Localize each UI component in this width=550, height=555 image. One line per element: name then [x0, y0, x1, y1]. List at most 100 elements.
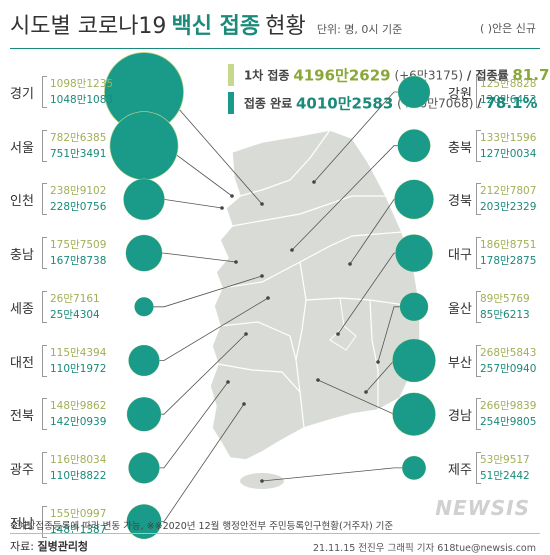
- region-right-2: 경북 212만7807 203만2329: [390, 181, 540, 217]
- region-complete: 254만9805: [480, 416, 537, 429]
- bubble-complete: [125, 235, 163, 272]
- mainland-shape: [209, 129, 421, 461]
- region-first-dose: 155만0997: [50, 507, 107, 520]
- region-first-dose: 116만8034: [50, 453, 107, 466]
- leader-dot: [266, 296, 270, 300]
- region-bracket: [42, 505, 47, 538]
- leader-dot: [220, 206, 224, 210]
- region-complete: 142만0939: [50, 416, 107, 429]
- leader-dot: [234, 260, 238, 264]
- title-tail: 현황: [265, 14, 306, 39]
- region-first-dose: 186만8751: [480, 239, 537, 252]
- region-right-3: 대구 186만8751 178만2875: [390, 235, 540, 271]
- bubble-complete: [394, 179, 434, 219]
- region-first-dose: 175만7509: [50, 239, 107, 252]
- region-bracket: [476, 237, 481, 270]
- region-first-dose: 268만5843: [480, 346, 537, 359]
- bubbles: [104, 52, 436, 540]
- region-complete: 1048만1083: [50, 94, 114, 106]
- region-left-8: 전남 155만0997 148만1387: [10, 504, 160, 540]
- new-note: ( )안은 신규: [479, 22, 536, 35]
- region-name: 부산: [448, 355, 472, 371]
- first-dose-swatch: [228, 64, 234, 86]
- region-first-dose: 115만4394: [50, 346, 107, 359]
- source-name: 질병관리청: [37, 540, 89, 553]
- region-first-dose: 782만6385: [50, 131, 107, 144]
- region-left-3: 충남 175만7509 167만8738: [10, 235, 160, 271]
- bubble-complete: [127, 397, 161, 432]
- region-left-0: 경기 1098만1235 1048만1083: [10, 74, 160, 110]
- region-right-1: 충북 133만1596 127만0034: [390, 128, 540, 164]
- title-main: 시도별 코로나19: [10, 14, 167, 39]
- complete-label: 접종 완료: [243, 96, 293, 111]
- region-complete: 51만2442: [480, 469, 530, 482]
- leader-dot: [336, 332, 340, 336]
- title: 시도별 코로나19 백신 접종 현황 단위: 명, 0시 기준: [10, 8, 402, 48]
- bubble-complete: [392, 339, 436, 382]
- bubble-complete: [395, 234, 433, 272]
- bubble-complete: [402, 456, 426, 480]
- region-name: 울산: [448, 301, 472, 317]
- region-first-dose: 266만9839: [480, 400, 537, 413]
- title-divider: [10, 48, 540, 49]
- region-bracket: [42, 129, 47, 162]
- bubble-complete: [104, 52, 184, 132]
- region-right-4: 울산 89만5769 85만6213: [390, 289, 540, 325]
- region-bracket: [476, 183, 481, 216]
- region-name: 충남: [10, 248, 34, 264]
- complete-swatch: [228, 92, 234, 114]
- bottom-divider: [10, 533, 540, 534]
- region-name: 대구: [448, 248, 472, 264]
- bubble-complete: [128, 452, 160, 484]
- bubble-complete: [134, 297, 154, 317]
- region-first-dose: 148만9862: [50, 400, 107, 413]
- region-complete: 228만0756: [50, 201, 107, 214]
- leader-dot: [290, 248, 294, 252]
- region-name: 광주: [10, 462, 34, 478]
- region-bracket: [476, 451, 481, 484]
- region-complete: 25만4304: [50, 308, 100, 321]
- region-bracket: [476, 290, 481, 323]
- bubble-complete: [398, 76, 430, 108]
- region-complete: 120만6453: [480, 94, 537, 106]
- complete-rate-label: /: [477, 96, 482, 110]
- region-complete: 85만6213: [480, 308, 530, 321]
- complete-rate: 78.1%: [485, 94, 538, 112]
- region-complete: 127만0034: [480, 147, 537, 160]
- source-label: 자료:: [10, 540, 34, 553]
- region-bracket: [42, 344, 47, 377]
- region-name: 경북: [448, 194, 472, 210]
- leader-dot: [316, 378, 320, 382]
- region-left-4: 세종 26만7161 25만4304: [10, 289, 160, 325]
- region-complete: 203만2329: [480, 201, 537, 214]
- leader-dot: [260, 274, 264, 278]
- region-complete: 178만2875: [480, 255, 537, 268]
- region-complete: 148만1387: [50, 523, 107, 536]
- region-name: 전남: [10, 516, 34, 532]
- region-name: 경남: [448, 409, 472, 425]
- complete-value: 4010만2583: [296, 94, 394, 113]
- region-left-7: 광주 116만8034 110만8822: [10, 450, 160, 486]
- region-first-dose: 125만8828: [480, 78, 537, 90]
- region-bracket: [476, 344, 481, 377]
- region-bracket: [476, 398, 481, 431]
- bubble-complete: [392, 392, 436, 436]
- bubble-complete: [126, 504, 162, 539]
- region-name: 서울: [10, 140, 34, 156]
- leader-dot: [348, 262, 352, 266]
- region-name: 충북: [448, 140, 472, 156]
- leader-dot: [242, 402, 246, 406]
- region-first-dose: 212만7807: [480, 185, 537, 198]
- title-bold: 백신 접종: [171, 14, 261, 39]
- source: 자료: 질병관리청: [10, 538, 88, 554]
- region-name: 세종: [10, 301, 34, 317]
- region-complete: 751만3491: [50, 147, 107, 160]
- region-bracket: [42, 183, 47, 216]
- region-bracket: [42, 237, 47, 270]
- region-bracket: [42, 451, 47, 484]
- region-name: 전북: [10, 409, 34, 425]
- region-first-dose: 133만1596: [480, 131, 537, 144]
- first-dose-rate: 81.7%: [512, 66, 550, 84]
- bubble-complete: [128, 345, 160, 376]
